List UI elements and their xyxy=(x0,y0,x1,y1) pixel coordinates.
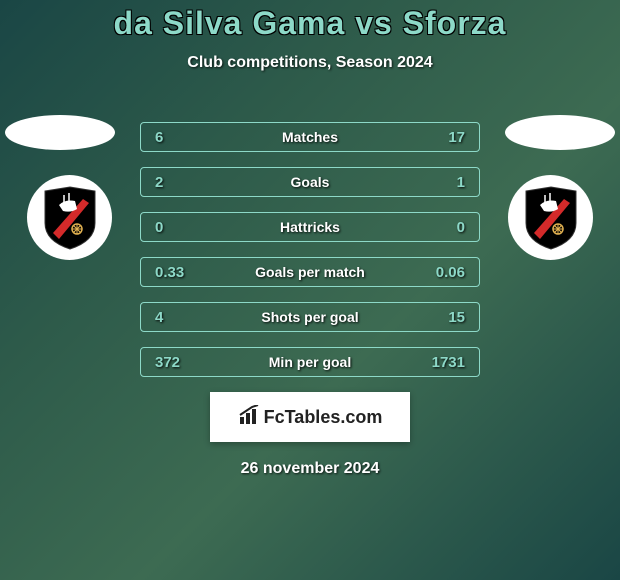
stat-left-value: 2 xyxy=(155,174,163,191)
stat-right-value: 17 xyxy=(448,129,465,146)
ellipse-right xyxy=(505,115,615,150)
page-title: da Silva Gama vs Sforza xyxy=(0,5,620,42)
fctables-logo: FcTables.com xyxy=(238,405,383,430)
stat-row-matches: 6 Matches 17 xyxy=(140,122,480,152)
chart-icon xyxy=(238,405,262,430)
stat-row-hattricks: 0 Hattricks 0 xyxy=(140,212,480,242)
stat-left-value: 6 xyxy=(155,129,163,146)
subtitle: Club competitions, Season 2024 xyxy=(0,54,620,72)
stat-label: Min per goal xyxy=(269,354,351,370)
stat-left-value: 0 xyxy=(155,219,163,236)
stat-row-goals: 2 Goals 1 xyxy=(140,167,480,197)
stat-right-value: 0.06 xyxy=(436,264,465,281)
team-badge-right xyxy=(508,175,593,260)
ellipse-left xyxy=(5,115,115,150)
stat-row-goals-per-match: 0.33 Goals per match 0.06 xyxy=(140,257,480,287)
stat-left-value: 0.33 xyxy=(155,264,184,281)
stat-label: Shots per goal xyxy=(261,309,358,325)
stat-row-shots-per-goal: 4 Shots per goal 15 xyxy=(140,302,480,332)
shield-icon xyxy=(522,185,580,251)
team-badge-left xyxy=(27,175,112,260)
stat-right-value: 1731 xyxy=(432,354,465,371)
shield-icon xyxy=(41,185,99,251)
stat-right-value: 15 xyxy=(448,309,465,326)
stat-label: Matches xyxy=(282,129,338,145)
stat-right-value: 1 xyxy=(457,174,465,191)
stat-label: Goals per match xyxy=(255,264,365,280)
date-text: 26 november 2024 xyxy=(0,460,620,478)
stat-left-value: 4 xyxy=(155,309,163,326)
footer-brand-box[interactable]: FcTables.com xyxy=(210,392,410,442)
footer-brand-text: FcTables.com xyxy=(264,407,383,428)
stat-row-min-per-goal: 372 Min per goal 1731 xyxy=(140,347,480,377)
stats-container: 6 Matches 17 2 Goals 1 0 Hattricks 0 0.3… xyxy=(140,122,480,377)
stat-left-value: 372 xyxy=(155,354,180,371)
stat-right-value: 0 xyxy=(457,219,465,236)
stat-label: Hattricks xyxy=(280,219,340,235)
stat-label: Goals xyxy=(291,174,330,190)
